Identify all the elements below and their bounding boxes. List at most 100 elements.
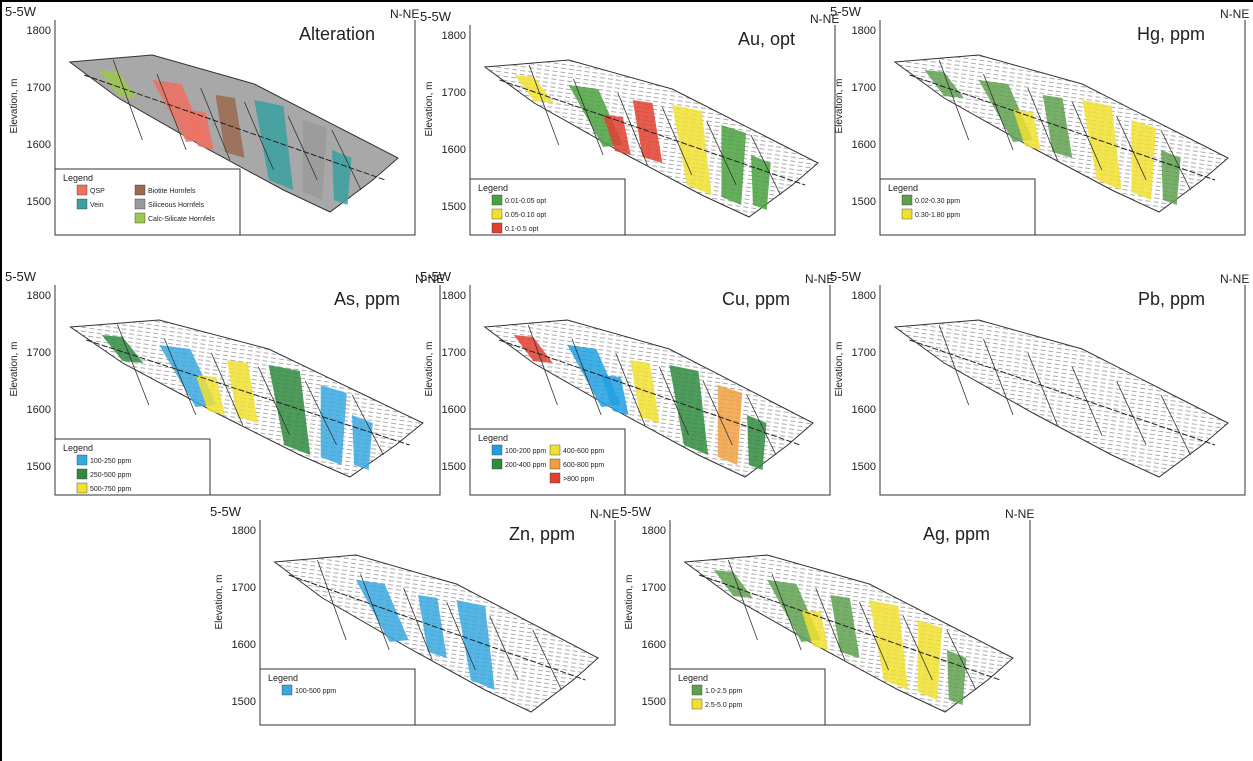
- direction-left: 5-5W: [830, 269, 862, 284]
- y-tick-label: 1500: [442, 461, 466, 473]
- legend-label: 250-500 ppm: [90, 472, 131, 479]
- legend: Legend1.0-2.5 ppm2.5-5.0 ppm: [670, 669, 825, 725]
- legend-label: 2.5-5.0 ppm: [705, 702, 743, 709]
- y-tick-label: 1500: [642, 696, 666, 708]
- direction-left: 5-5W: [420, 9, 452, 24]
- y-tick-label: 1800: [27, 25, 51, 37]
- y-tick-label: 1700: [852, 82, 876, 94]
- panel-title: Ag, ppm: [923, 524, 990, 544]
- legend-label: 600-800 ppm: [563, 462, 604, 469]
- direction-left: 5-5W: [830, 4, 862, 19]
- legend: Legend100-250 ppm250-500 ppm500-750 ppm: [55, 439, 210, 495]
- legend-swatch: [135, 185, 145, 195]
- y-tick-label: 1500: [27, 196, 51, 208]
- direction-right: N-NE: [390, 7, 419, 21]
- y-tick-label: 1800: [232, 525, 256, 537]
- direction-left: 5-5W: [5, 4, 37, 19]
- legend-swatch: [77, 199, 87, 209]
- legend-label: 100-200 ppm: [505, 448, 546, 455]
- legend-swatch: [492, 195, 502, 205]
- legend-label: Biotite Hornfels: [148, 188, 196, 195]
- legend: Legend0.01-0.05 opt0.05-0.10 opt0.1-0.5 …: [470, 179, 625, 235]
- legend-label: Vein: [90, 202, 104, 209]
- y-axis-label: Elevation, m: [834, 341, 845, 396]
- y-tick-label: 1800: [852, 290, 876, 302]
- legend-swatch: [492, 209, 502, 219]
- y-tick-label: 1500: [27, 461, 51, 473]
- direction-right: N-NE: [1220, 7, 1249, 21]
- y-tick-label: 1500: [232, 696, 256, 708]
- legend-label: Calc-Silicate Hornfels: [148, 216, 215, 223]
- y-tick-label: 1700: [852, 347, 876, 359]
- legend-label: 0.02-0.30 ppm: [915, 198, 960, 205]
- legend-label: 200-400 ppm: [505, 462, 546, 469]
- legend-title: Legend: [478, 183, 508, 193]
- y-tick-label: 1600: [442, 144, 466, 156]
- y-axis-label: Elevation, m: [9, 78, 20, 133]
- y-tick-label: 1800: [642, 525, 666, 537]
- y-tick-label: 1700: [642, 582, 666, 594]
- direction-left: 5-5W: [210, 504, 242, 519]
- legend-swatch: [492, 223, 502, 233]
- legend-swatch: [135, 213, 145, 223]
- y-tick-label: 1600: [232, 639, 256, 651]
- y-axis-label: Elevation, m: [9, 341, 20, 396]
- legend: LegendQSPVeinBiotite HornfelsSiliceous H…: [55, 169, 240, 235]
- legend-label: 500-750 ppm: [90, 486, 131, 493]
- legend-title: Legend: [678, 673, 708, 683]
- figure: 5-5WN-NEAlterationElevation, m1800170016…: [0, 0, 1253, 761]
- y-tick-label: 1600: [642, 639, 666, 651]
- legend-label: 0.01-0.05 opt: [505, 198, 546, 205]
- legend-label: 100-250 ppm: [90, 458, 131, 465]
- legend-swatch: [135, 199, 145, 209]
- panel-title: Hg, ppm: [1137, 24, 1205, 44]
- y-tick-label: 1500: [852, 196, 876, 208]
- legend: Legend 0.02-0.30 ppm 0.30-1.80 ppm: [880, 179, 1035, 235]
- legend-title: Legend: [888, 183, 918, 193]
- panel-title: Alteration: [299, 24, 375, 44]
- panel-title: Zn, ppm: [509, 524, 575, 544]
- y-axis-label: Elevation, m: [834, 78, 845, 133]
- y-tick-label: 1700: [442, 347, 466, 359]
- legend-swatch: [492, 459, 502, 469]
- direction-left: 5-5W: [5, 269, 37, 284]
- legend-swatch: [550, 459, 560, 469]
- legend-swatch: [550, 473, 560, 483]
- legend-swatch: [282, 685, 292, 695]
- direction-right: N-NE: [590, 507, 619, 521]
- direction-left: 5-5W: [420, 269, 452, 284]
- legend-title: Legend: [478, 433, 508, 443]
- legend-label: >800 ppm: [563, 476, 594, 483]
- legend: Legend100-500 ppm: [260, 669, 415, 725]
- direction-right: N-NE: [1220, 272, 1249, 286]
- legend-label: 400-600 ppm: [563, 448, 604, 455]
- legend-swatch: [492, 445, 502, 455]
- y-tick-label: 1600: [852, 139, 876, 151]
- y-axis-label: Elevation, m: [214, 574, 225, 629]
- y-tick-label: 1600: [27, 139, 51, 151]
- legend-swatch: [692, 699, 702, 709]
- y-tick-label: 1700: [232, 582, 256, 594]
- y-axis-label: Elevation, m: [624, 574, 635, 629]
- y-tick-label: 1800: [27, 290, 51, 302]
- y-axis-label: Elevation, m: [424, 341, 435, 396]
- y-tick-label: 1500: [442, 201, 466, 213]
- legend-label: 0.30-1.80 ppm: [915, 212, 960, 219]
- legend-swatch: [77, 469, 87, 479]
- panel-title: As, ppm: [334, 289, 400, 309]
- y-tick-label: 1700: [27, 347, 51, 359]
- y-tick-label: 1500: [852, 461, 876, 473]
- panel-title: Au, opt: [738, 29, 795, 49]
- y-axis-label: Elevation, m: [424, 81, 435, 136]
- legend-label: Siliceous Hornfels: [148, 202, 205, 209]
- direction-right: N-NE: [1005, 507, 1034, 521]
- y-tick-label: 1600: [27, 404, 51, 416]
- legend-label: QSP: [90, 188, 105, 195]
- y-tick-label: 1800: [442, 290, 466, 302]
- legend-swatch: [77, 455, 87, 465]
- legend-swatch: [550, 445, 560, 455]
- panel-title: Cu, ppm: [722, 289, 790, 309]
- legend-label: 0.1-0.5 opt: [505, 226, 539, 233]
- legend-swatch: [77, 483, 87, 493]
- y-tick-label: 1800: [852, 25, 876, 37]
